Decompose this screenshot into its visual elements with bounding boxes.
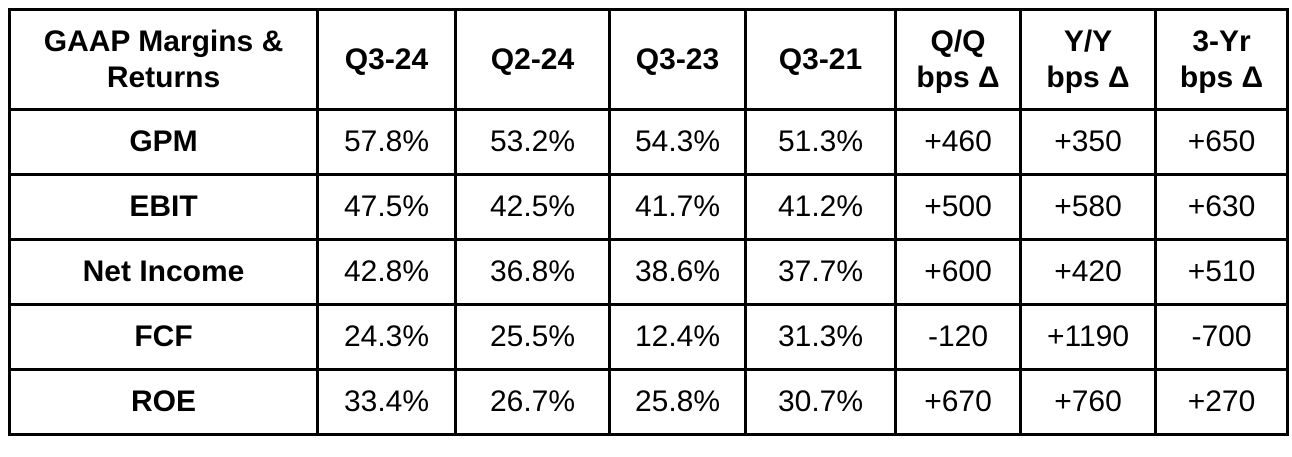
cell-fcf-q3-24: 24.3% [316,303,457,371]
gaap-margins-returns-table: GAAP Margins & Returns Q3-24 Q2-24 Q3-23… [8,8,1289,436]
cell-net-income-q3-23: 38.6% [608,238,747,306]
cell-gpm-3yr: +650 [1154,108,1289,176]
header-q3-23: Q3-23 [608,8,747,111]
table-row-gpm: GPM 57.8% 53.2% 54.3% 51.3% +460 +350 +6… [8,108,1289,176]
cell-fcf-q3-23: 12.4% [608,303,747,371]
table-row-ebit: EBIT 47.5% 42.5% 41.7% 41.2% +500 +580 +… [8,173,1289,241]
cell-fcf-q3-21: 31.3% [744,303,897,371]
cell-ebit-qq: +500 [894,173,1022,241]
row-label-fcf: FCF [8,303,319,371]
cell-fcf-yy: +1190 [1019,303,1157,371]
cell-ebit-q2-24: 42.5% [454,173,611,241]
cell-gpm-q2-24: 53.2% [454,108,611,176]
cell-gpm-qq: +460 [894,108,1022,176]
header-q3-21: Q3-21 [744,8,897,111]
header-row: GAAP Margins & Returns Q3-24 Q2-24 Q3-23… [8,8,1289,111]
table-row-roe: ROE 33.4% 26.7% 25.8% 30.7% +670 +760 +2… [8,368,1289,436]
cell-roe-q3-21: 30.7% [744,368,897,436]
header-yy-bps-delta: Y/Y bps Δ [1019,8,1157,111]
cell-gpm-q3-24: 57.8% [316,108,457,176]
cell-net-income-qq: +600 [894,238,1022,306]
cell-net-income-3yr: +510 [1154,238,1289,306]
cell-roe-q2-24: 26.7% [454,368,611,436]
table-row-net-income: Net Income 42.8% 36.8% 38.6% 37.7% +600 … [8,238,1289,306]
cell-fcf-q2-24: 25.5% [454,303,611,371]
cell-roe-yy: +760 [1019,368,1157,436]
header-q3-24: Q3-24 [316,8,457,111]
header-3yr-bps-delta: 3-Yr bps Δ [1154,8,1289,111]
cell-fcf-qq: -120 [894,303,1022,371]
row-label-net-income: Net Income [8,238,319,306]
cell-gpm-q3-21: 51.3% [744,108,897,176]
cell-roe-q3-24: 33.4% [316,368,457,436]
cell-ebit-3yr: +630 [1154,173,1289,241]
cell-ebit-yy: +580 [1019,173,1157,241]
cell-net-income-q3-24: 42.8% [316,238,457,306]
cell-net-income-q2-24: 36.8% [454,238,611,306]
cell-roe-q3-23: 25.8% [608,368,747,436]
cell-ebit-q3-21: 41.2% [744,173,897,241]
cell-gpm-yy: +350 [1019,108,1157,176]
cell-roe-qq: +670 [894,368,1022,436]
cell-ebit-q3-24: 47.5% [316,173,457,241]
cell-net-income-yy: +420 [1019,238,1157,306]
header-q2-24: Q2-24 [454,8,611,111]
row-label-gpm: GPM [8,108,319,176]
row-label-roe: ROE [8,368,319,436]
cell-net-income-q3-21: 37.7% [744,238,897,306]
cell-roe-3yr: +270 [1154,368,1289,436]
cell-gpm-q3-23: 54.3% [608,108,747,176]
cell-ebit-q3-23: 41.7% [608,173,747,241]
row-label-ebit: EBIT [8,173,319,241]
cell-fcf-3yr: -700 [1154,303,1289,371]
header-metric-title: GAAP Margins & Returns [8,8,319,111]
header-qq-bps-delta: Q/Q bps Δ [894,8,1022,111]
table-row-fcf: FCF 24.3% 25.5% 12.4% 31.3% -120 +1190 -… [8,303,1289,371]
